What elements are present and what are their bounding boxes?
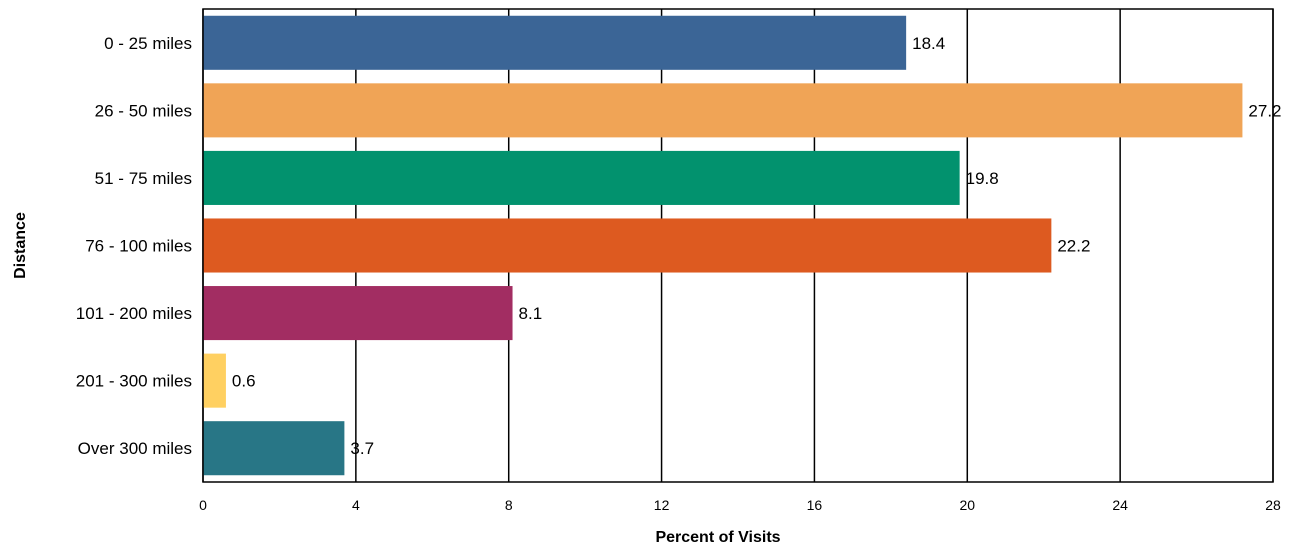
x-tick-label: 28	[1265, 497, 1281, 513]
x-tick-label: 12	[654, 497, 670, 513]
category-label: Over 300 miles	[78, 439, 192, 458]
data-label: 8.1	[519, 304, 543, 323]
data-label: 27.2	[1248, 101, 1281, 120]
x-axis-title: Percent of Visits	[655, 529, 780, 546]
bar	[203, 83, 1243, 138]
data-label: 0.6	[232, 372, 256, 391]
value-labels: 18.4 27.2 19.8 22.2 8.1 0.6 3.7	[232, 34, 1282, 458]
category-label: 51 - 75 miles	[95, 169, 192, 188]
x-tick-label: 8	[505, 497, 513, 513]
bar	[203, 15, 907, 70]
y-axis-title: Distance	[12, 212, 29, 279]
category-label: 0 - 25 miles	[104, 34, 192, 53]
x-tick-label: 24	[1112, 497, 1128, 513]
x-tick-label: 4	[352, 497, 360, 513]
x-tick-labels: 0 4 8 12 16 20 24 28	[199, 497, 1281, 513]
bar	[203, 150, 960, 205]
data-label: 18.4	[912, 34, 945, 53]
category-label: 26 - 50 miles	[95, 101, 192, 120]
x-tick-label: 16	[807, 497, 823, 513]
bar	[203, 353, 226, 408]
category-label: 101 - 200 miles	[76, 304, 192, 323]
bar	[203, 218, 1052, 273]
category-label: 76 - 100 miles	[85, 237, 192, 256]
data-label: 22.2	[1057, 237, 1090, 256]
category-label: 201 - 300 miles	[76, 372, 192, 391]
data-label: 3.7	[350, 439, 374, 458]
x-tick-label: 20	[959, 497, 975, 513]
bar	[203, 286, 513, 341]
data-label: 19.8	[966, 169, 999, 188]
bars	[203, 15, 1243, 476]
bar	[203, 421, 345, 476]
category-labels: 0 - 25 miles 26 - 50 miles 51 - 75 miles 76…	[76, 34, 192, 458]
plot-frame	[202, 8, 1274, 483]
x-tick-label: 0	[199, 497, 207, 513]
